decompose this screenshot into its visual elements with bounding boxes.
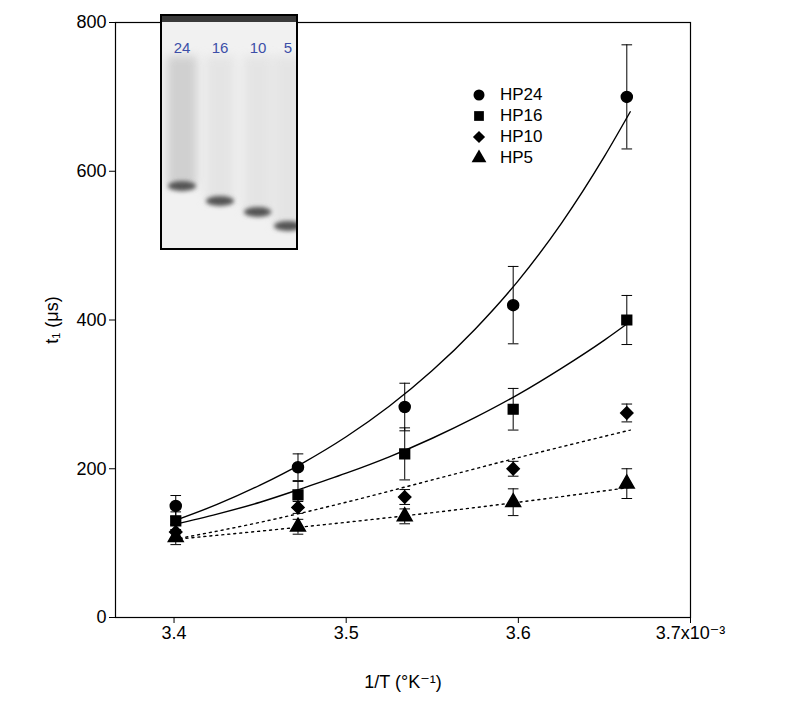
html-text:HP16: HP16 (500, 106, 543, 125)
svg-text:3.5: 3.5 (334, 623, 359, 643)
svg-text:800: 800 (76, 12, 106, 32)
svg-text:1/T (°K⁻¹): 1/T (°K⁻¹) (364, 672, 441, 692)
svg-text:16: 16 (212, 39, 229, 56)
svg-text:0: 0 (96, 607, 106, 627)
svg-text:3.7x10⁻³: 3.7x10⁻³ (656, 623, 726, 643)
svg-text:200: 200 (76, 459, 106, 479)
svg-text:3.6: 3.6 (506, 623, 531, 643)
svg-text:5: 5 (284, 39, 292, 56)
html-text:HP10: HP10 (500, 127, 543, 146)
html-text:HP5: HP5 (500, 148, 534, 167)
svg-text:3.4: 3.4 (162, 623, 187, 643)
svg-text:400: 400 (76, 310, 106, 330)
svg-text:t₁ (μs): t₁ (μs) (42, 296, 62, 343)
svg-text:10: 10 (250, 39, 267, 56)
svg-text:24: 24 (174, 39, 191, 56)
html-text:HP24: HP24 (500, 85, 543, 104)
svg-text:600: 600 (76, 161, 106, 181)
